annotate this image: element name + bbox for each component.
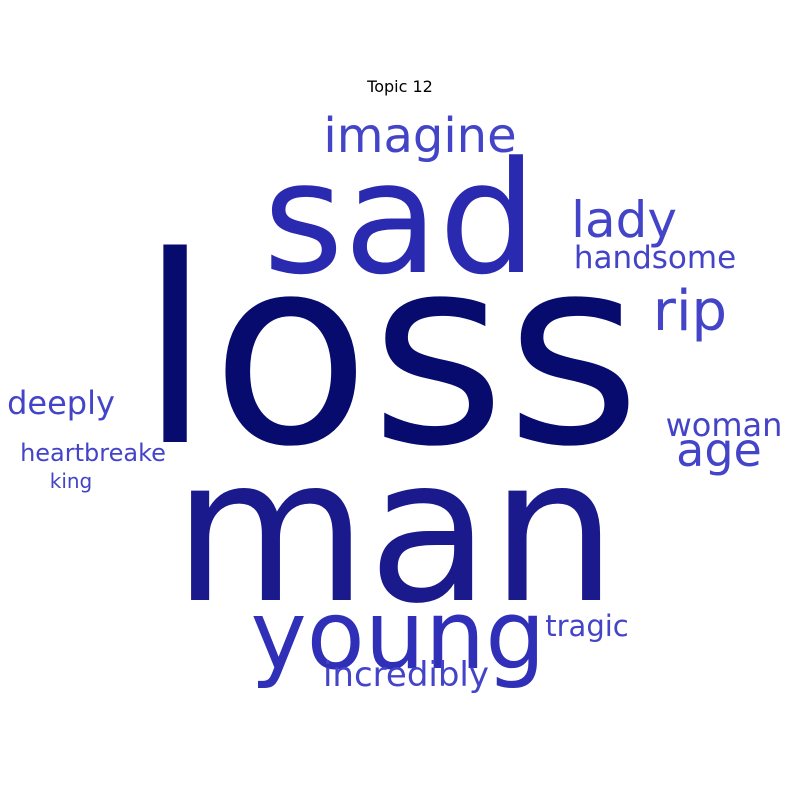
word-tragic: tragic [545,609,628,643]
word-sad: sad [263,128,537,309]
chart-title: Topic 12 [366,77,433,96]
word-man: man [173,415,617,648]
word-rip: rip [653,279,727,344]
word-king: king [50,469,93,493]
word-heartbreake: heartbreake [20,439,166,467]
word-young: young [250,581,545,691]
word-age: age [676,423,762,477]
word-imagine: imagine [323,108,516,164]
word-incredibly: incredibly [323,655,489,695]
word-deeply: deeply [7,384,115,422]
word-lady: lady [571,191,677,249]
word-loss: loss [139,202,641,504]
word-handsome: handsome [574,240,736,276]
word-woman: woman [666,406,783,444]
